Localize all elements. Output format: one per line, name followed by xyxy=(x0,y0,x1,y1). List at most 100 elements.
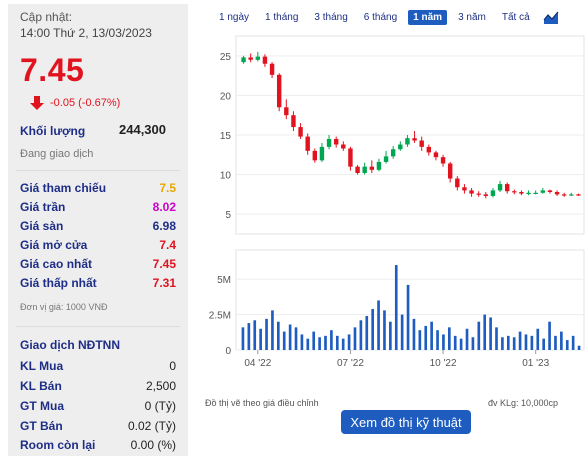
price-change-row: -0.05 (-0.67%) xyxy=(30,96,120,110)
volume-bar xyxy=(542,338,545,350)
candle-body xyxy=(533,192,538,194)
foreign-row-room: Room còn lại 0.00 (%) xyxy=(20,438,176,452)
candle-body xyxy=(348,148,353,167)
foreign-row-sell-volume: KL Bán 2,500 xyxy=(20,379,176,393)
foreign-row-label: GT Bán xyxy=(20,419,63,433)
candle-body xyxy=(419,140,424,147)
candle-body xyxy=(447,163,453,179)
tab-6-months[interactable]: 6 tháng xyxy=(363,12,398,23)
volume-bar xyxy=(412,318,416,350)
tab-1-month[interactable]: 1 tháng xyxy=(265,12,299,23)
volume-bar xyxy=(394,265,398,350)
tab-3-months[interactable]: 3 tháng xyxy=(314,12,348,23)
tab-all[interactable]: Tất cả xyxy=(501,12,530,23)
volume-bar xyxy=(341,338,345,350)
price-row-label: Giá trần xyxy=(20,200,66,214)
foreign-row-buy-value: GT Mua 0 (Tỷ) xyxy=(20,399,176,413)
candle-body xyxy=(469,190,474,194)
volume-bar xyxy=(406,284,410,350)
volume-bar xyxy=(495,327,498,350)
adjusted-price-note: Đồ thị vẽ theo giá điều chỉnh xyxy=(205,398,319,408)
volume-bar xyxy=(294,327,298,350)
low-price: 7.31 xyxy=(152,276,176,290)
volume-bar xyxy=(465,328,469,350)
volume-bar xyxy=(330,330,333,350)
price-row-label: Giá tham chiếu xyxy=(20,181,107,195)
volume-bar xyxy=(565,340,569,350)
ceiling-price: 8.02 xyxy=(152,200,176,214)
volume-bar xyxy=(365,316,369,350)
foreign-row-value: 0 xyxy=(169,359,176,373)
tab-3-years[interactable]: 3 năm xyxy=(458,12,486,23)
volume-bar xyxy=(436,330,439,350)
candle-body xyxy=(333,138,339,145)
volume-tick-label: 5M xyxy=(217,275,231,286)
volume-bar xyxy=(318,337,321,350)
candle-body xyxy=(305,136,310,151)
divider xyxy=(16,170,180,171)
price-tick-label: 5 xyxy=(225,210,231,221)
update-time: 14:00 Thứ 2, 13/03/2023 xyxy=(20,26,152,40)
price-tick-label: 25 xyxy=(220,52,232,63)
candle-body xyxy=(476,193,481,195)
candle-body xyxy=(504,184,510,192)
volume-bar xyxy=(442,334,445,350)
volume-bar xyxy=(347,334,351,350)
candle-body xyxy=(376,161,382,170)
volume-bar xyxy=(241,327,245,350)
x-axis-label: 01 '23 xyxy=(522,358,549,369)
price-row-reference: Giá tham chiếu 7.5 xyxy=(20,181,176,195)
foreign-row-label: Room còn lại xyxy=(20,438,96,452)
candle-body xyxy=(412,138,417,141)
price-row-low: Giá thấp nhất 7.31 xyxy=(20,276,176,290)
x-axis-label: 07 '22 xyxy=(337,358,364,369)
volume-bar xyxy=(312,331,316,350)
volume-bar xyxy=(418,330,422,350)
volume-bar xyxy=(324,335,327,350)
candle-body xyxy=(440,157,446,164)
foreign-row-label: KL Mua xyxy=(20,359,64,373)
volume-bar xyxy=(518,331,522,350)
candle-body xyxy=(262,56,268,64)
foreign-row-label: GT Mua xyxy=(20,399,64,413)
volume-bar xyxy=(353,327,357,350)
candle-body xyxy=(284,107,289,116)
open-price: 7.4 xyxy=(159,238,176,252)
foreign-row-label: KL Bán xyxy=(20,379,62,393)
volume-bar xyxy=(265,318,268,350)
volume-bar xyxy=(577,345,581,350)
arrow-down-icon xyxy=(30,96,44,110)
volume-bar xyxy=(524,334,528,350)
volume-bar xyxy=(383,310,386,350)
period-tabs: 1 ngày 1 tháng 3 tháng 6 tháng 1 năm 3 n… xyxy=(214,10,559,25)
price-tick-label: 15 xyxy=(220,131,232,142)
candle-body xyxy=(291,115,296,128)
divider xyxy=(16,326,180,327)
candle-body xyxy=(312,150,318,161)
price-row-label: Giá thấp nhất xyxy=(20,276,97,290)
candle-body xyxy=(540,190,546,193)
high-price: 7.45 xyxy=(152,257,176,271)
volume-label: Khối lượng xyxy=(20,124,86,138)
area-chart-icon[interactable] xyxy=(542,10,559,25)
price-row-ceiling: Giá trần 8.02 xyxy=(20,200,176,214)
candle-body xyxy=(383,156,389,162)
foreign-row-value: 2,500 xyxy=(145,379,176,393)
price-change: -0.05 (-0.67%) xyxy=(50,97,121,109)
reference-price: 7.5 xyxy=(159,181,176,195)
tab-1-day[interactable]: 1 ngày xyxy=(219,12,250,23)
technical-chart-button[interactable]: Xem đồ thị kỹ thuật xyxy=(341,410,471,434)
price-volume-chart: 25 20 15 10 5 5M 2.5M 0 04 '22 07 '22 10 '22 01 '23 xyxy=(209,35,585,369)
volume-bar xyxy=(453,335,457,350)
current-price: 7.45 xyxy=(20,52,85,88)
candle-body xyxy=(490,190,496,196)
volume-bar xyxy=(571,335,575,350)
volume-bar xyxy=(300,334,304,350)
tab-1-year[interactable]: 1 năm xyxy=(408,10,448,25)
candle-body xyxy=(248,57,253,60)
volume-bar xyxy=(271,310,274,350)
volume-unit-note: đv KLg: 10,000cp xyxy=(488,398,559,408)
x-axis-label: 04 '22 xyxy=(244,358,271,369)
candle-body xyxy=(369,166,375,170)
volume-bar xyxy=(554,335,557,350)
